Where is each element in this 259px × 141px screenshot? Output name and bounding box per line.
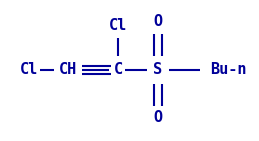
Text: CH: CH [59, 62, 77, 78]
Text: O: O [153, 111, 163, 125]
Text: O: O [153, 15, 163, 29]
Text: C: C [113, 62, 123, 78]
Text: Bu-n: Bu-n [210, 62, 247, 78]
Text: S: S [153, 62, 163, 78]
Text: Cl: Cl [109, 17, 127, 32]
Text: Cl: Cl [20, 62, 38, 78]
